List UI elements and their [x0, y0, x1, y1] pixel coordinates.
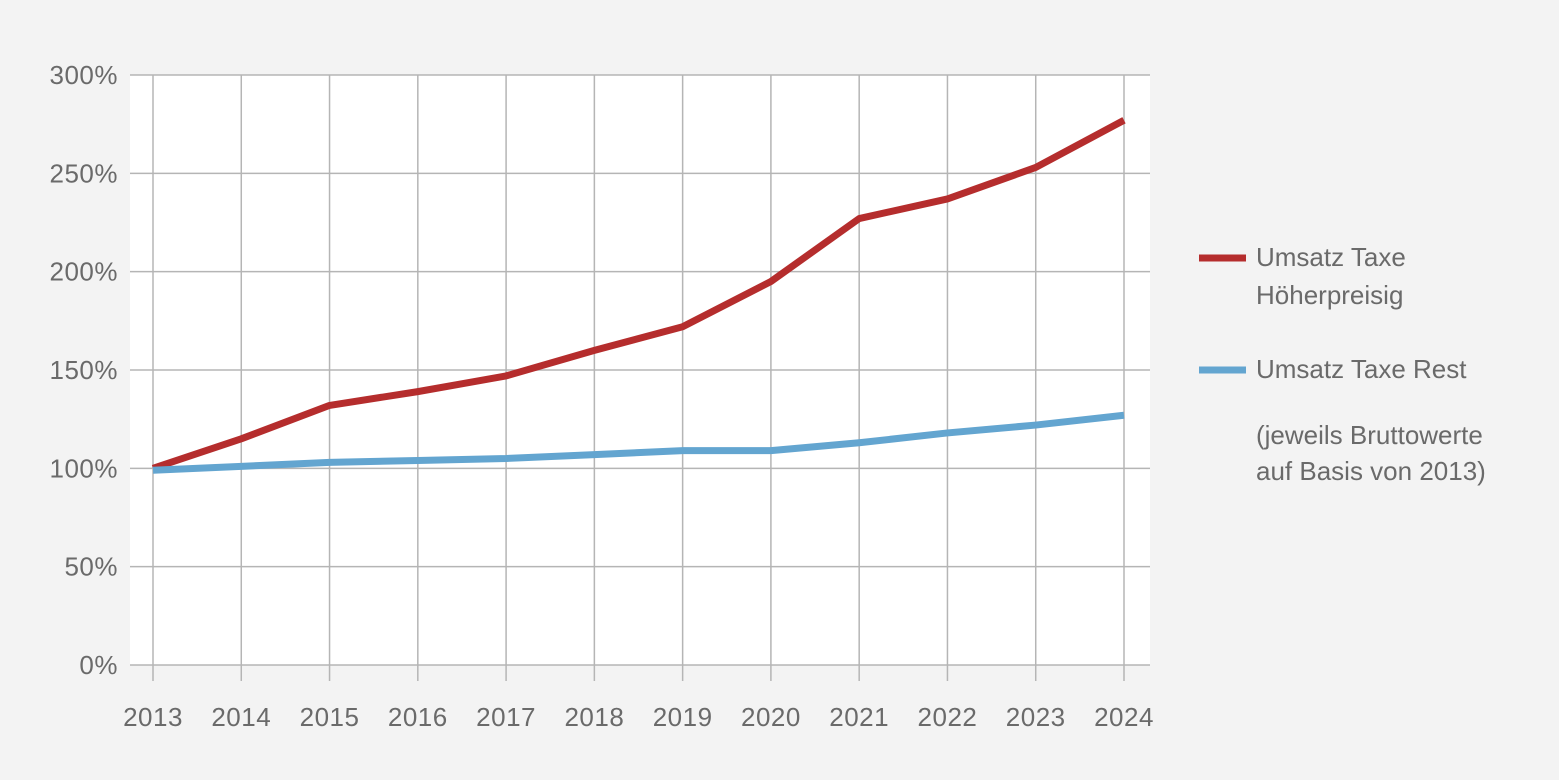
- series-line-1: [152, 411, 1125, 474]
- series-line-0: [151, 117, 1126, 472]
- y-tick-label: 50%: [64, 552, 118, 582]
- y-tick-label: 0%: [79, 650, 118, 680]
- x-tick-label: 2021: [829, 702, 889, 732]
- x-tick-label: 2023: [1006, 702, 1066, 732]
- x-tick-label: 2014: [211, 702, 271, 732]
- legend-label: Umsatz Taxe: [1256, 242, 1406, 272]
- x-tick-label: 2015: [300, 702, 360, 732]
- legend-note: auf Basis von 2013): [1256, 456, 1486, 486]
- series-lines: [151, 117, 1126, 474]
- legend-label: Höherpreisig: [1256, 280, 1403, 310]
- y-axis-ticks: 0% 50% 100% 150% 200% 250% 300%: [50, 60, 119, 680]
- y-tick-label: 300%: [50, 60, 119, 90]
- y-tick-label: 150%: [50, 355, 119, 385]
- x-tick-label: 2024: [1094, 702, 1154, 732]
- x-tick-label: 2019: [653, 702, 713, 732]
- x-tick-label: 2017: [476, 702, 536, 732]
- legend-label: Umsatz Taxe Rest: [1256, 354, 1467, 384]
- x-tick-label: 2013: [123, 702, 183, 732]
- x-tick-label: 2018: [564, 702, 624, 732]
- x-tick-label: 2016: [388, 702, 448, 732]
- grid: [130, 74, 1150, 681]
- legend: Umsatz Taxe Höherpreisig Umsatz Taxe Rest (…: [1199, 242, 1486, 486]
- legend-note: (jeweils Bruttowerte: [1256, 420, 1483, 450]
- x-axis-ticks: 2013 2014 2015 2016 2017 2018 2019 2020 2021 2022…: [123, 702, 1154, 732]
- y-tick-label: 200%: [50, 257, 119, 287]
- y-tick-label: 100%: [50, 453, 119, 483]
- y-tick-label: 250%: [50, 158, 119, 188]
- x-tick-label: 2020: [741, 702, 801, 732]
- x-tick-label: 2022: [918, 702, 978, 732]
